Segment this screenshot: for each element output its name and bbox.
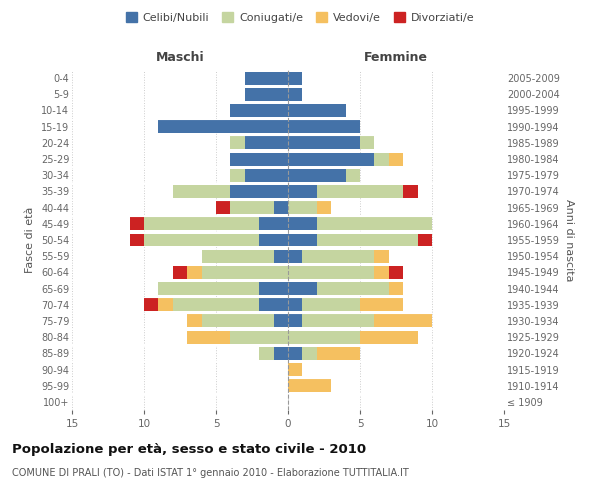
Bar — [230, 152, 288, 166]
Bar — [360, 330, 418, 344]
Bar — [317, 347, 360, 360]
Bar — [403, 185, 418, 198]
Bar — [202, 266, 288, 279]
Bar — [317, 218, 432, 230]
Bar — [144, 298, 158, 311]
Bar — [202, 314, 274, 328]
Bar — [288, 218, 317, 230]
Bar — [216, 201, 230, 214]
Bar — [173, 298, 259, 311]
Text: Femmine: Femmine — [364, 50, 428, 64]
Bar — [418, 234, 432, 246]
Bar — [374, 250, 389, 262]
Bar — [288, 104, 346, 117]
Bar — [288, 152, 374, 166]
Bar — [374, 266, 389, 279]
Bar — [288, 120, 360, 133]
Bar — [274, 250, 288, 262]
Bar — [130, 218, 144, 230]
Bar — [230, 330, 288, 344]
Bar — [187, 266, 202, 279]
Bar — [288, 314, 302, 328]
Bar — [259, 347, 274, 360]
Bar — [173, 266, 187, 279]
Bar — [288, 379, 331, 392]
Bar — [230, 104, 288, 117]
Bar — [288, 72, 302, 85]
Bar — [346, 169, 360, 181]
Bar — [187, 330, 230, 344]
Bar — [158, 282, 259, 295]
Bar — [288, 266, 374, 279]
Bar — [302, 347, 317, 360]
Bar — [302, 298, 360, 311]
Bar — [288, 282, 317, 295]
Bar — [202, 250, 274, 262]
Bar — [245, 88, 288, 101]
Bar — [259, 282, 288, 295]
Bar — [374, 152, 389, 166]
Y-axis label: Anni di nascita: Anni di nascita — [563, 198, 574, 281]
Bar — [360, 298, 403, 311]
Bar — [389, 152, 403, 166]
Bar — [230, 169, 245, 181]
Bar — [288, 88, 302, 101]
Bar — [288, 347, 302, 360]
Bar — [288, 234, 317, 246]
Bar — [158, 120, 288, 133]
Bar — [288, 298, 302, 311]
Bar — [259, 234, 288, 246]
Bar — [274, 201, 288, 214]
Bar — [288, 169, 346, 181]
Bar — [274, 347, 288, 360]
Bar — [302, 250, 374, 262]
Text: Popolazione per età, sesso e stato civile - 2010: Popolazione per età, sesso e stato civil… — [12, 442, 366, 456]
Bar — [288, 363, 302, 376]
Bar — [317, 234, 418, 246]
Bar — [130, 234, 144, 246]
Bar — [187, 314, 202, 328]
Bar — [317, 185, 403, 198]
Bar — [230, 136, 245, 149]
Bar — [288, 201, 317, 214]
Bar — [389, 266, 403, 279]
Bar — [288, 330, 360, 344]
Bar — [288, 250, 302, 262]
Text: Maschi: Maschi — [155, 50, 205, 64]
Bar — [144, 218, 259, 230]
Bar — [173, 185, 230, 198]
Bar — [230, 185, 288, 198]
Bar — [389, 282, 403, 295]
Bar — [259, 298, 288, 311]
Bar — [230, 201, 274, 214]
Bar — [274, 314, 288, 328]
Text: COMUNE DI PRALI (TO) - Dati ISTAT 1° gennaio 2010 - Elaborazione TUTTITALIA.IT: COMUNE DI PRALI (TO) - Dati ISTAT 1° gen… — [12, 468, 409, 477]
Bar — [317, 282, 389, 295]
Bar — [317, 201, 331, 214]
Y-axis label: Fasce di età: Fasce di età — [25, 207, 35, 273]
Bar — [245, 169, 288, 181]
Bar — [245, 72, 288, 85]
Bar — [360, 136, 374, 149]
Bar — [288, 136, 360, 149]
Bar — [158, 298, 173, 311]
Bar — [245, 136, 288, 149]
Legend: Celibi/Nubili, Coniugati/e, Vedovi/e, Divorziati/e: Celibi/Nubili, Coniugati/e, Vedovi/e, Di… — [121, 8, 479, 28]
Bar — [144, 234, 259, 246]
Bar — [288, 185, 317, 198]
Bar — [302, 314, 374, 328]
Bar — [259, 218, 288, 230]
Bar — [374, 314, 432, 328]
